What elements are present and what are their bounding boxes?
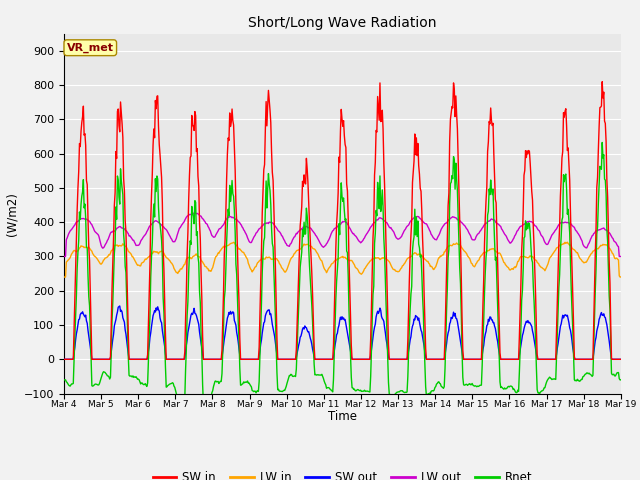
Title: Short/Long Wave Radiation: Short/Long Wave Radiation <box>248 16 436 30</box>
Legend: SW in, LW in, SW out, LW out, Rnet: SW in, LW in, SW out, LW out, Rnet <box>148 466 537 480</box>
Text: VR_met: VR_met <box>67 43 114 53</box>
X-axis label: Time: Time <box>328 410 357 423</box>
Y-axis label: (W/m2): (W/m2) <box>5 192 19 236</box>
